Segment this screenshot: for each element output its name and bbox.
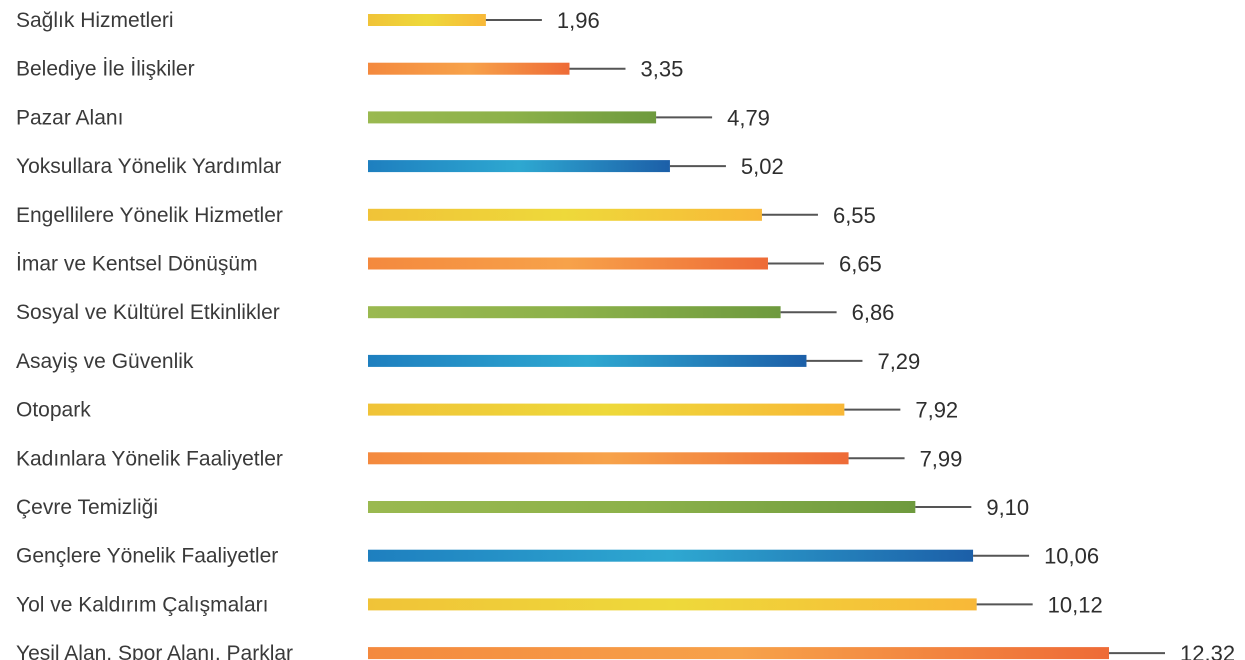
value-label: 4,79 xyxy=(727,105,770,130)
bar xyxy=(368,354,807,367)
bar xyxy=(368,306,781,319)
category-label: Belediye İle İlişkiler xyxy=(16,58,195,81)
bar xyxy=(368,452,849,465)
bar xyxy=(368,257,768,270)
value-label: 3,35 xyxy=(640,57,683,82)
bar xyxy=(368,549,974,562)
bar xyxy=(368,14,486,26)
value-label: 10,12 xyxy=(1048,592,1103,617)
category-label: İmar ve Kentsel Dönüşüm xyxy=(16,253,258,276)
value-label: 7,92 xyxy=(915,398,958,423)
value-label: 10,06 xyxy=(1044,544,1099,569)
bars xyxy=(368,14,1109,660)
bar xyxy=(368,111,657,124)
bar xyxy=(368,647,1109,660)
bar xyxy=(368,501,916,513)
category-labels: Sağlık Hizmetleri Belediye İle İlişkiler P… xyxy=(16,9,293,660)
bar xyxy=(368,403,845,416)
value-label: 12,32 xyxy=(1180,641,1235,660)
value-label: 6,65 xyxy=(839,252,882,277)
value-label: 6,86 xyxy=(852,300,895,325)
category-label: Pazar Alanı xyxy=(16,106,123,129)
category-label: Yoksullara Yönelik Yardımlar xyxy=(16,155,281,178)
value-label: 6,55 xyxy=(833,203,876,228)
value-label: 9,10 xyxy=(986,495,1029,520)
category-label: Kadınlara Yönelik Faaliyetler xyxy=(16,447,283,470)
bar xyxy=(368,160,670,173)
bar xyxy=(368,62,570,75)
category-label: Otopark xyxy=(16,399,91,422)
category-label: Asayiş ve Güvenlik xyxy=(16,350,194,373)
value-label: 7,99 xyxy=(920,446,963,471)
category-label: Gençlere Yönelik Faaliyetler xyxy=(16,545,278,568)
value-leader-lines xyxy=(485,19,1165,655)
category-label: Sağlık Hizmetleri xyxy=(16,9,174,32)
category-label: Çevre Temizliği xyxy=(16,496,158,519)
value-label: 5,02 xyxy=(741,154,784,179)
bar xyxy=(368,208,762,221)
category-label: Engellilere Yönelik Hizmetler xyxy=(16,204,283,227)
value-label: 7,29 xyxy=(877,349,920,374)
category-label: Yeşil Alan, Spor Alanı, Parklar xyxy=(16,642,293,660)
value-label: 1,96 xyxy=(557,8,600,33)
category-label: Sosyal ve Kültürel Etkinlikler xyxy=(16,301,280,324)
bar xyxy=(368,598,977,611)
value-labels: 1,96 3,35 4,79 5,02 6,55 6,65 6,86 7,29 7,92 7,99… xyxy=(557,8,1235,660)
category-label: Yol ve Kaldırım Çalışmaları xyxy=(16,593,268,616)
